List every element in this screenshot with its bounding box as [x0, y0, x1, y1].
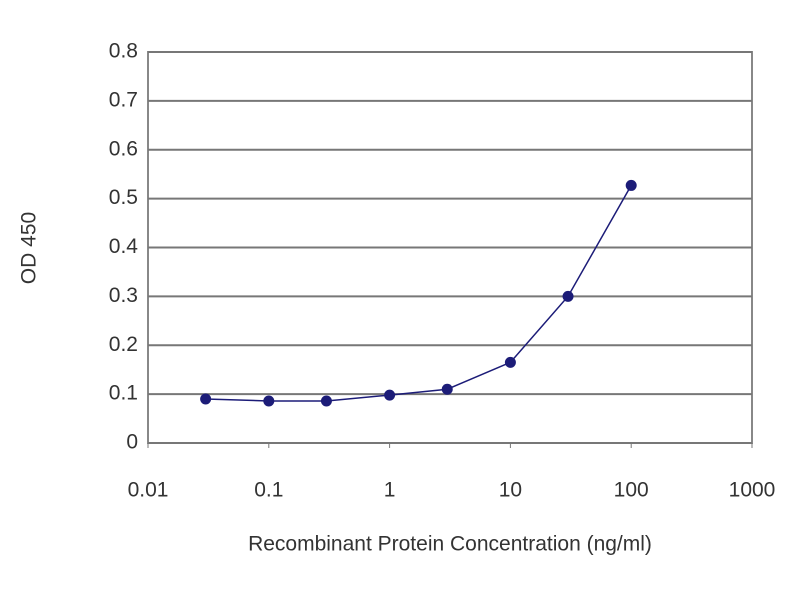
x-tick-label: 0.1 — [254, 479, 283, 502]
y-tick-label: 0.4 — [109, 235, 139, 258]
y-axis-label: OD 450 — [18, 212, 41, 284]
y-tick-label: 0.3 — [109, 284, 138, 307]
data-point — [441, 383, 453, 395]
y-tick-label: 0.8 — [109, 40, 138, 63]
data-point — [562, 290, 574, 302]
data-point — [263, 395, 275, 407]
x-tick-label: 10 — [499, 479, 522, 502]
data-point — [200, 393, 212, 405]
data-point — [384, 389, 396, 401]
y-tick-label: 0 — [126, 431, 138, 454]
data-point — [320, 395, 332, 407]
x-tick-label: 1000 — [729, 479, 776, 502]
x-tick-label: 1 — [384, 479, 396, 502]
data-point — [504, 356, 516, 368]
y-tick-label: 0.2 — [109, 333, 138, 356]
x-tick-label: 0.01 — [128, 479, 169, 502]
y-tick-label: 0.5 — [109, 186, 138, 209]
data-line — [205, 185, 632, 402]
data-point — [625, 179, 637, 191]
y-tick-label: 0.7 — [109, 88, 138, 111]
x-axis-label: Recombinant Protein Concentration (ng/ml… — [248, 533, 652, 556]
y-tick-label: 0.6 — [109, 137, 138, 160]
x-tick-label: 100 — [614, 479, 649, 502]
y-tick-label: 0.1 — [109, 382, 138, 405]
